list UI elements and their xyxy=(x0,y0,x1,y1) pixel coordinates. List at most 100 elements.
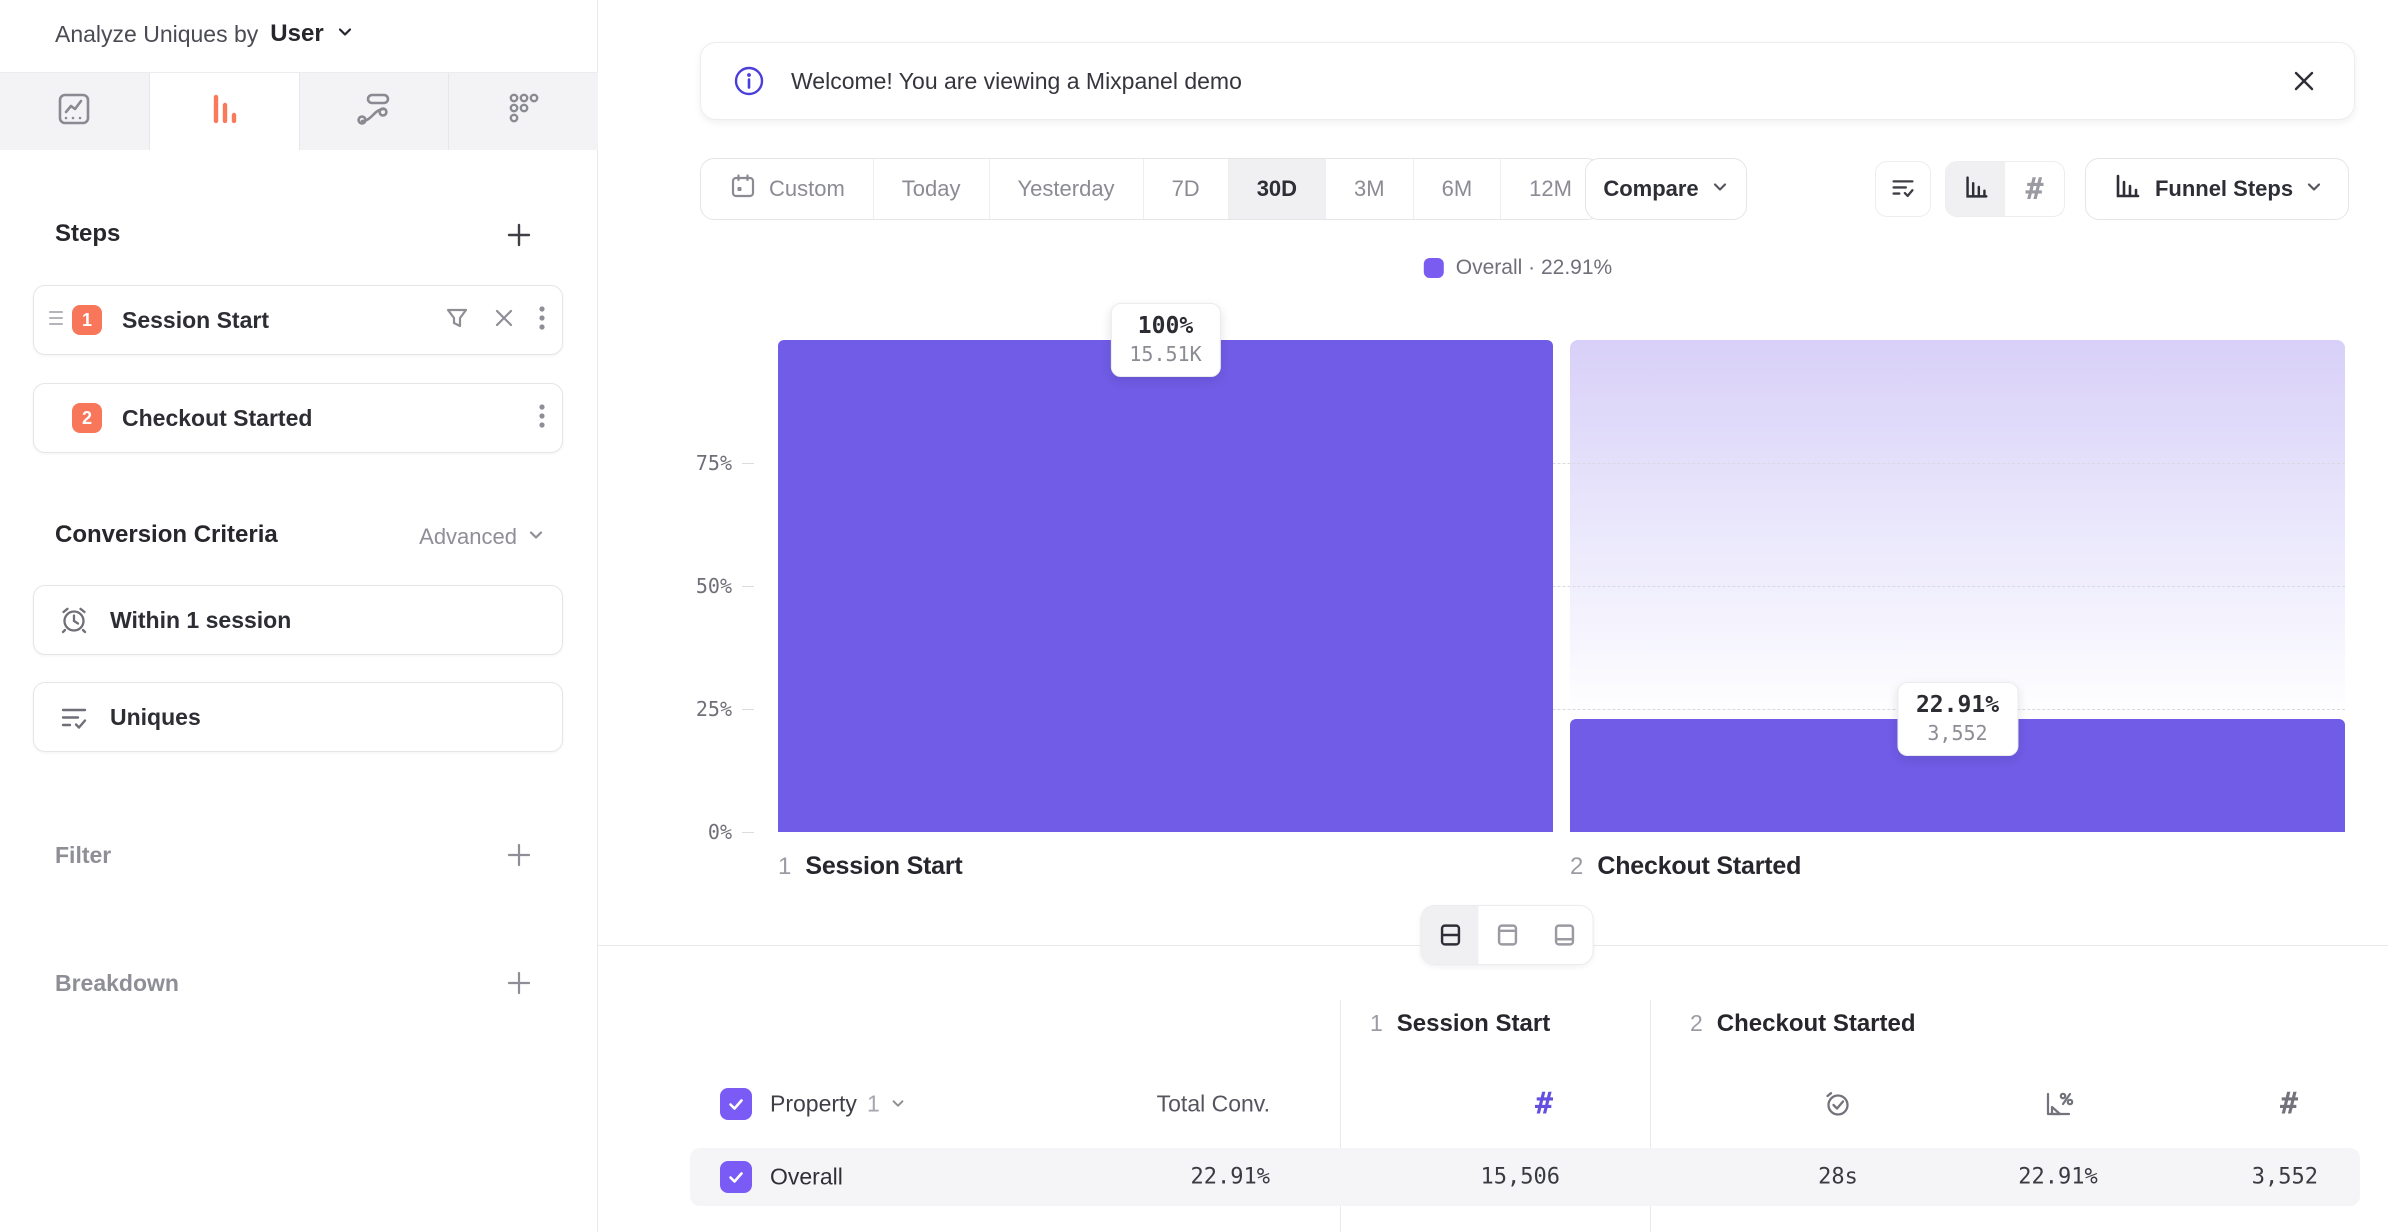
conversion-window-card[interactable]: Within 1 session xyxy=(33,585,563,655)
funnel-steps-icon xyxy=(2111,170,2143,208)
breakdown-section-label: Breakdown xyxy=(55,970,179,996)
date-option-label: Yesterday xyxy=(1017,176,1115,201)
date-option-label: 12M xyxy=(1529,176,1572,201)
funnel-plot: 75% 50% 25% 0% 100% 15.51K 22.91% 3, xyxy=(696,303,2345,844)
time-to-convert-icon[interactable] xyxy=(1822,1088,1854,1120)
table-header-row: Property 1 Total Conv. # # xyxy=(690,1075,2360,1133)
date-option-label: Today xyxy=(901,176,961,201)
property-dropdown[interactable]: Property 1 xyxy=(770,1091,906,1118)
step-remove-icon[interactable] xyxy=(492,306,516,335)
row-checkbox[interactable] xyxy=(720,1161,752,1193)
date-option-label: 3M xyxy=(1354,176,1385,201)
bar-count-value: 3,552 xyxy=(1927,721,1988,746)
analyze-header: Analyze Uniques by User xyxy=(55,14,354,54)
results-table: 1 Session Start 2 Checkout Started Prope… xyxy=(690,1000,2360,1232)
table-group-header-step-1: 1 Session Start xyxy=(1370,1010,1550,1038)
step-name: Session Start xyxy=(805,852,963,880)
step-card-1[interactable]: 1 Session Start xyxy=(33,285,563,355)
funnel-bar-session-start[interactable]: 100% 15.51K xyxy=(778,303,1553,832)
date-option-6m[interactable]: 6M xyxy=(1414,159,1502,219)
chevron-down-icon[interactable] xyxy=(336,23,354,46)
y-axis: 75% 50% 25% 0% xyxy=(628,340,756,844)
chart-legend[interactable]: Overall · 22.91% xyxy=(1423,256,1612,280)
info-icon xyxy=(733,65,765,97)
step1-count-value: 15,506 xyxy=(1480,1164,1560,1190)
step-event-name[interactable]: Checkout Started xyxy=(122,404,313,431)
y-tick-label: 0% xyxy=(707,820,755,844)
percent-bars-toggle[interactable] xyxy=(1946,162,2005,216)
date-option-30d[interactable]: 30D xyxy=(1228,159,1327,219)
date-option-custom[interactable]: Custom xyxy=(701,159,874,219)
bar-value-tooltip: 100% 15.51K xyxy=(1110,303,1221,377)
funnel-bar-checkout-started[interactable]: 22.91% 3,552 xyxy=(1570,340,2345,832)
tab-insights[interactable] xyxy=(0,73,150,150)
x-label-step-2: 2 Checkout Started xyxy=(1570,852,1801,881)
date-option-12m[interactable]: 12M xyxy=(1501,159,1600,219)
dropoff-region xyxy=(1570,340,2345,720)
tab-flows[interactable] xyxy=(298,73,450,150)
date-option-yesterday[interactable]: Yesterday xyxy=(990,159,1144,219)
table-only-view-toggle[interactable] xyxy=(1536,906,1593,964)
conversion-rate-icon[interactable] xyxy=(2041,1087,2075,1121)
advanced-dropdown[interactable]: Advanced xyxy=(419,524,545,550)
step-menu-icon[interactable] xyxy=(538,402,546,435)
date-option-3m[interactable]: 3M xyxy=(1326,159,1414,219)
absolute-numbers-toggle[interactable]: # xyxy=(2005,162,2064,216)
date-option-7d[interactable]: 7D xyxy=(1144,159,1229,219)
date-option-label: 6M xyxy=(1441,176,1473,201)
chevron-down-icon xyxy=(1711,176,1729,202)
hash-icon: # xyxy=(2025,171,2044,207)
chart-only-view-toggle[interactable] xyxy=(1479,906,1536,964)
conversion-criteria-title: Conversion Criteria xyxy=(55,521,278,548)
counting-method-card[interactable]: Uniques xyxy=(33,682,563,752)
step-name: Checkout Started xyxy=(1716,1010,1916,1037)
flows-icon xyxy=(352,87,396,136)
y-tick-label: 25% xyxy=(695,697,755,721)
date-option-label: 30D xyxy=(1256,176,1298,201)
total-conv-column-header[interactable]: Total Conv. xyxy=(1156,1090,1270,1117)
step-number: 1 xyxy=(1370,1010,1383,1036)
count-metric-icon[interactable]: # xyxy=(1535,1086,1554,1122)
step-card-2[interactable]: 2 Checkout Started xyxy=(33,383,563,453)
compare-label: Compare xyxy=(1603,176,1699,201)
add-filter-button[interactable] xyxy=(502,838,536,872)
count-metric-icon[interactable]: # xyxy=(2280,1086,2299,1122)
bar-pct-value: 100% xyxy=(1137,313,1194,339)
add-breakdown-button[interactable] xyxy=(502,966,536,1000)
chart-type-selector[interactable]: Funnel Steps xyxy=(2085,158,2349,220)
select-all-checkbox[interactable] xyxy=(720,1088,752,1120)
value-display-toggle: # xyxy=(1945,161,2065,217)
step-menu-icon[interactable] xyxy=(538,304,546,337)
welcome-banner: Welcome! You are viewing a Mixpanel demo xyxy=(700,42,2355,120)
calendar-icon xyxy=(729,172,757,206)
table-row-overall[interactable]: Overall 22.91% 15,506 28s 22.91% 3,552 xyxy=(690,1148,2360,1206)
welcome-message: Welcome! You are viewing a Mixpanel demo xyxy=(791,67,1242,94)
x-label-step-1: 1 Session Start xyxy=(778,852,963,881)
y-tick-label: 75% xyxy=(695,451,755,475)
converted-bar[interactable] xyxy=(778,340,1553,832)
list-check-icon xyxy=(1888,172,1918,207)
metrics-list-button[interactable] xyxy=(1875,161,1931,217)
bar-pct-value: 22.91% xyxy=(1915,692,2000,719)
column-divider xyxy=(1650,1000,1651,1232)
add-step-button[interactable] xyxy=(502,218,536,252)
drag-handle-icon[interactable] xyxy=(48,307,64,334)
counting-method-label: Uniques xyxy=(110,703,201,730)
tab-funnels[interactable] xyxy=(149,73,299,150)
bar-count-value: 15.51K xyxy=(1129,341,1202,366)
compare-button[interactable]: Compare xyxy=(1585,158,1747,220)
step-filter-icon[interactable] xyxy=(444,305,470,336)
split-view-toggle[interactable] xyxy=(1421,906,1479,964)
chevron-down-icon xyxy=(527,524,545,550)
date-option-today[interactable]: Today xyxy=(874,159,990,219)
step-number: 1 xyxy=(778,853,792,880)
conversion-window-label: Within 1 session xyxy=(110,606,292,633)
step-number: 2 xyxy=(1570,853,1584,880)
tab-retention[interactable] xyxy=(449,73,598,150)
bar-value-tooltip: 22.91% 3,552 xyxy=(1896,682,2019,757)
chart-toolbar: Custom Today Yesterday 7D 30D 3M 6M 12M … xyxy=(598,158,2388,220)
table-group-header-step-2: 2 Checkout Started xyxy=(1690,1010,1916,1038)
analyze-entity-dropdown[interactable]: User xyxy=(270,20,324,47)
step-event-name[interactable]: Session Start xyxy=(122,306,269,333)
close-icon[interactable] xyxy=(2284,61,2324,101)
